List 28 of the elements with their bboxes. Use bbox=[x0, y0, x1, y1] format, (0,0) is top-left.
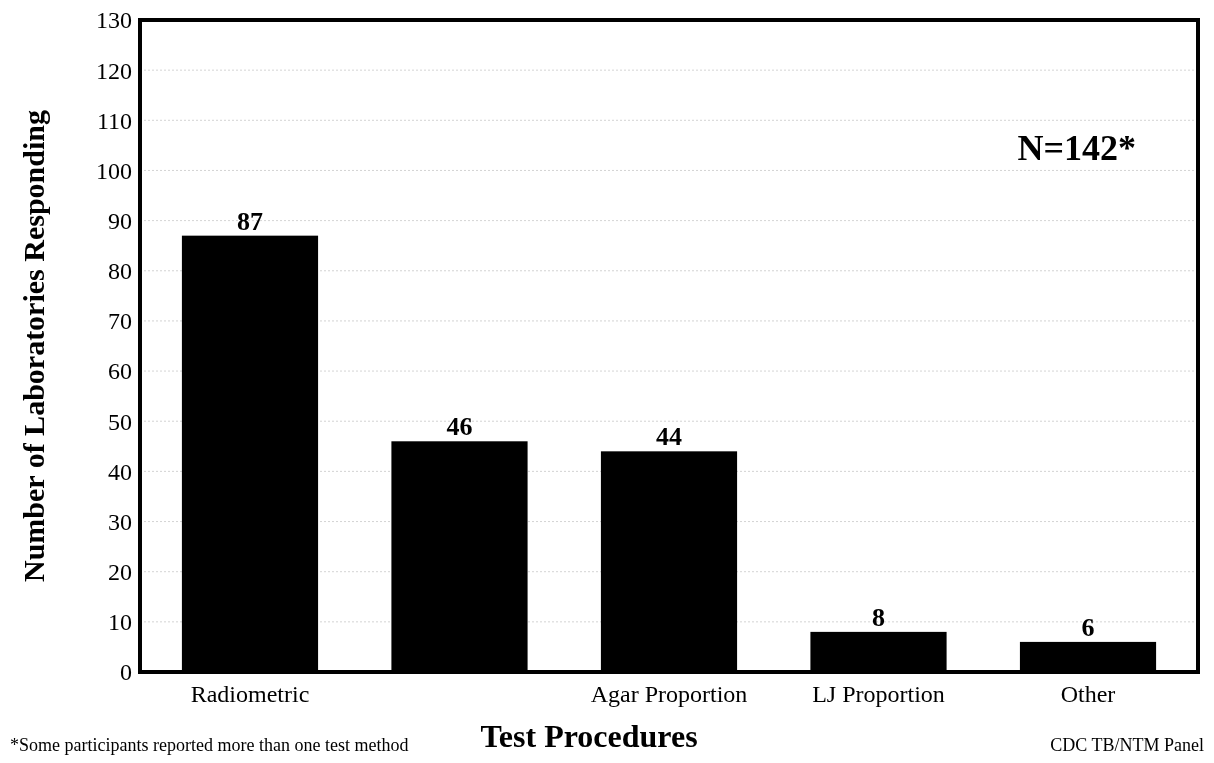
y-axis-title: Number of Laboratories Responding bbox=[17, 110, 50, 582]
y-tick-label: 40 bbox=[108, 458, 132, 485]
y-tick-label: 10 bbox=[108, 609, 132, 636]
data-label: 44 bbox=[656, 422, 682, 452]
y-tick-label: 110 bbox=[96, 107, 132, 134]
y-tick-label: 130 bbox=[96, 7, 132, 34]
y-tick-label: 60 bbox=[108, 358, 132, 385]
x-tick-label: Other bbox=[1060, 681, 1116, 707]
y-tick-label: 70 bbox=[108, 308, 132, 335]
y-tick-label: 30 bbox=[108, 508, 132, 535]
data-label: 87 bbox=[236, 206, 263, 236]
x-tick-label: Agar Proportion bbox=[590, 681, 748, 707]
y-tick-label: 120 bbox=[96, 57, 132, 84]
y-tick-label: 0 bbox=[120, 659, 132, 686]
text: *Some participants reported more than one test method bbox=[10, 735, 409, 755]
text: CDC TB/NTM Panel bbox=[1050, 735, 1204, 755]
y-tick-label: 20 bbox=[108, 559, 132, 586]
data-label: 6 bbox=[1081, 612, 1095, 642]
x-tick-label: Radiometric bbox=[190, 681, 310, 707]
annotation: N=142* bbox=[1017, 128, 1136, 168]
data-label: 46 bbox=[446, 412, 473, 442]
x-axis-title: Test Procedures bbox=[480, 718, 698, 754]
x-tick-label: LJ Proportion bbox=[812, 681, 945, 707]
y-tick-label: 90 bbox=[108, 208, 132, 235]
y-tick-label: 100 bbox=[96, 157, 132, 184]
y-tick-label: 50 bbox=[108, 408, 132, 435]
y-tick-label: 80 bbox=[108, 258, 132, 285]
data-label: 8 bbox=[872, 602, 885, 632]
